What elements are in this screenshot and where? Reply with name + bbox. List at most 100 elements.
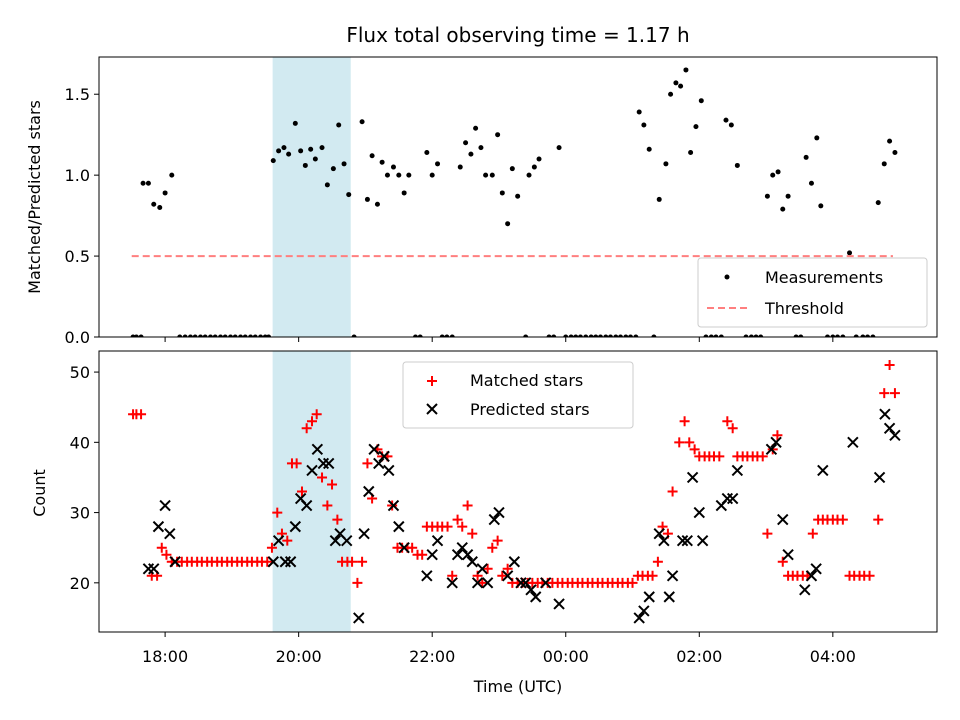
x-axis-label: Time (UTC) bbox=[473, 677, 562, 696]
top-measurements-point-65 bbox=[473, 125, 479, 131]
bottom-predicted-stars-point-65 bbox=[726, 492, 739, 505]
top-measurements-point-30 bbox=[281, 145, 287, 151]
top-measurements-point-116 bbox=[743, 334, 749, 337]
top-measurements-point-123 bbox=[780, 206, 786, 212]
bottom-predicted-stars-point-48 bbox=[529, 591, 542, 603]
top-measurements-point-140 bbox=[875, 200, 881, 206]
top-measurements-point-25 bbox=[258, 334, 264, 337]
bottom-matched-stars-point-140 bbox=[837, 514, 848, 525]
bottom-predicted-stars-point-53 bbox=[643, 591, 655, 603]
top-measurements-point-55 bbox=[417, 334, 423, 337]
bottom-y-axis-label: Count bbox=[30, 469, 49, 517]
top-measurements-point-126 bbox=[798, 334, 804, 337]
top-measurements-point-3 bbox=[140, 180, 146, 186]
bottom-predicted-stars-point-13 bbox=[306, 464, 318, 477]
bottom-predicted-stars-point-35 bbox=[456, 541, 468, 554]
top-measurements-point-107 bbox=[693, 124, 699, 130]
top-measurements-point-4 bbox=[145, 180, 151, 186]
bottom-predicted-stars-point-2 bbox=[152, 520, 165, 533]
top-measurements-point-108 bbox=[698, 98, 704, 104]
bottom-matched-stars-point-108 bbox=[674, 437, 685, 448]
bottom-legend: Matched stars Predicted stars bbox=[402, 361, 634, 429]
top-measurements-point-57 bbox=[429, 172, 435, 178]
top-measurements-point-134 bbox=[840, 334, 846, 337]
bottom-matched-stars-point-28 bbox=[272, 507, 283, 518]
top-measurements-point-17 bbox=[218, 334, 224, 337]
bottom-predicted-stars-point-17 bbox=[329, 534, 342, 547]
bottom-matched-stars-point-62 bbox=[442, 521, 453, 532]
bottom-matched-stars-point-45 bbox=[357, 556, 368, 567]
bottom-matched-stars-point-70 bbox=[482, 563, 493, 574]
bottom-predicted-stars-point-22 bbox=[363, 485, 375, 498]
top-y-tick-label-0: 0.0 bbox=[65, 328, 90, 347]
bottom-predicted-stars-point-73 bbox=[810, 563, 822, 575]
bottom-predicted-stars-point-58 bbox=[676, 534, 689, 547]
bottom-matched-stars-point-74 bbox=[502, 563, 513, 574]
bottom-predicted-stars-point-40 bbox=[481, 577, 494, 589]
bottom-matched-stars-point-39 bbox=[327, 479, 338, 490]
bottom-predicted-stars-point-9 bbox=[284, 556, 297, 568]
top-measurements-point-101 bbox=[663, 161, 669, 167]
bottom-matched-stars-point-149 bbox=[889, 388, 900, 399]
bottom-matched-stars-point-26 bbox=[262, 556, 273, 567]
top-measurements-point-23 bbox=[248, 334, 254, 337]
top-measurements-point-24 bbox=[252, 334, 258, 337]
bottom-predicted-stars-point-57 bbox=[666, 570, 679, 582]
chart-title: Flux total observing time = 1.17 h bbox=[346, 23, 689, 47]
bottom-matched-stars-point-44 bbox=[352, 577, 363, 588]
bottom-predicted-stars-point-71 bbox=[799, 584, 811, 596]
top-measurements-point-84 bbox=[577, 334, 583, 337]
bottom-predicted-stars-point-34 bbox=[451, 549, 464, 561]
bottom-matched-stars-point-118 bbox=[727, 423, 738, 434]
top-y-tick-label-3: 1.5 bbox=[65, 85, 90, 104]
bottom-predicted-stars-point-38 bbox=[471, 577, 484, 589]
top-measurements-point-35 bbox=[308, 146, 314, 152]
legend-predicted-label: Predicted stars bbox=[470, 400, 590, 419]
top-measurements-point-137 bbox=[860, 334, 866, 337]
bottom-predicted-stars-point-37 bbox=[466, 556, 478, 568]
top-measurements-point-64 bbox=[468, 151, 474, 157]
bottom-predicted-stars-point-3 bbox=[159, 499, 171, 512]
top-measurements-point-61 bbox=[449, 334, 455, 337]
top-plot-area bbox=[130, 57, 898, 337]
bottom-matched-stars-point-46 bbox=[362, 458, 373, 469]
bottom-matched-stars-point-134 bbox=[807, 528, 818, 539]
top-measurements-point-31 bbox=[286, 151, 292, 157]
bottom-predicted-stars-point-77 bbox=[879, 408, 891, 420]
bottom-matched-stars-point-148 bbox=[884, 360, 895, 371]
top-measurements-point-88 bbox=[597, 334, 603, 337]
bottom-predicted-stars-point-36 bbox=[461, 549, 474, 561]
top-legend-box bbox=[697, 257, 928, 328]
bottom-predicted-stars-point-14 bbox=[311, 443, 324, 456]
bottom-matched-stars-point-43 bbox=[347, 556, 358, 567]
bottom-predicted-stars-point-46 bbox=[519, 577, 532, 589]
bottom-matched-stars-point-104 bbox=[652, 556, 663, 567]
bottom-y-tick-label-3: 50 bbox=[70, 363, 90, 382]
top-measurements-point-93 bbox=[623, 334, 629, 337]
top-measurements-point-85 bbox=[583, 334, 589, 337]
bottom-predicted-stars-point-61 bbox=[693, 506, 705, 519]
bottom-predicted-stars-point-10 bbox=[289, 520, 302, 533]
x-tick-label-4: 02:00 bbox=[676, 647, 722, 666]
bottom-predicted-stars-point-42 bbox=[493, 506, 505, 519]
bottom-predicted-stars-point-76 bbox=[873, 471, 886, 484]
top-measurements-point-130 bbox=[818, 203, 824, 209]
top-measurements-point-50 bbox=[390, 164, 396, 170]
top-measurements-point-41 bbox=[341, 161, 347, 167]
bottom-predicted-stars-point-55 bbox=[658, 534, 670, 547]
bottom-matched-stars-point-34 bbox=[301, 423, 312, 434]
top-measurements-point-129 bbox=[814, 135, 820, 141]
top-measurements-point-1 bbox=[133, 334, 139, 337]
top-measurements-point-43 bbox=[351, 334, 357, 337]
top-measurements-point-45 bbox=[364, 196, 370, 202]
bottom-matched-stars-point-6 bbox=[161, 549, 172, 560]
bottom-predicted-stars-point-23 bbox=[368, 443, 380, 456]
bottom-predicted-stars-point-31 bbox=[426, 549, 438, 561]
bottom-matched-stars-point-146 bbox=[873, 514, 884, 525]
top-measurements-point-16 bbox=[212, 334, 218, 337]
top-axes-frame bbox=[98, 56, 938, 338]
bottom-matched-stars-point-32 bbox=[291, 458, 302, 469]
top-measurements-point-44 bbox=[359, 119, 365, 125]
top-measurements-point-58 bbox=[435, 161, 441, 167]
